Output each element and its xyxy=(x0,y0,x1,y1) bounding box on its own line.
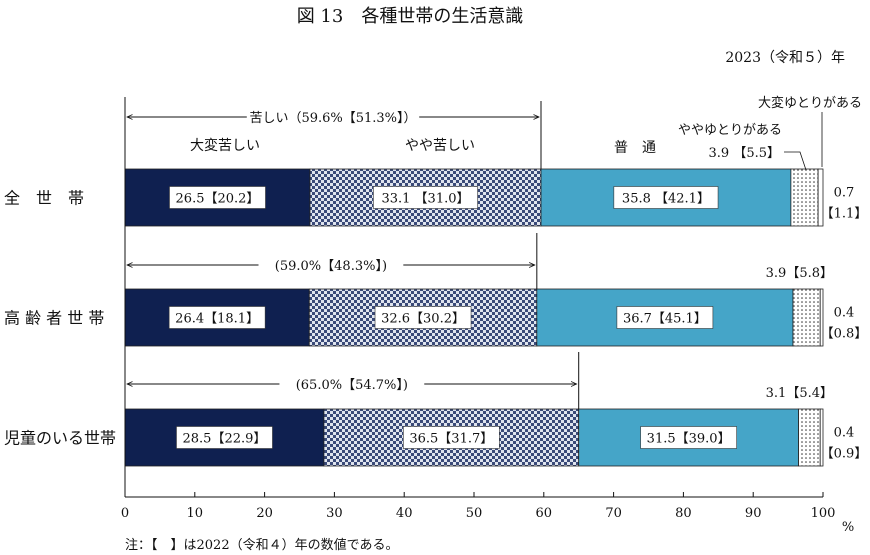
x-tick-label: 0 xyxy=(121,506,129,521)
data-label-box xyxy=(640,426,737,449)
hardship-total-label: (65.0%【54.7%】) xyxy=(296,378,408,393)
x-tick-label: 10 xyxy=(187,506,204,521)
footnote: 注：【 】は2022（令和４）年の数値である。 xyxy=(125,537,398,553)
series-label: 大変苦しい xyxy=(190,137,260,154)
category-label: 高 齢 者 世 帯 xyxy=(4,309,104,328)
data-label: 【0.9】 xyxy=(821,447,868,462)
x-tick-label: 60 xyxy=(536,506,553,521)
data-label: 3.9【5.8】 xyxy=(766,266,833,281)
data-label: 26.5【20.2】 xyxy=(176,192,260,207)
series-label: 大変ゆとりがある xyxy=(758,95,862,111)
x-tick-label: 90 xyxy=(745,506,762,521)
x-axis: 0 10 20 30 40 50 60 70 80 90 100% xyxy=(121,97,854,535)
hardship-total-label: 苦しい（59.6%【51.3%】） xyxy=(249,110,416,126)
data-label-box xyxy=(176,426,273,449)
data-label: 0.4 xyxy=(834,306,855,321)
bar-segment xyxy=(817,168,824,227)
data-label-box xyxy=(374,306,472,329)
data-label: 31.5【39.0】 xyxy=(647,432,731,447)
bar-segment xyxy=(819,408,824,467)
data-label-box xyxy=(373,186,478,209)
bar-segment xyxy=(792,288,821,347)
bar-segment xyxy=(819,288,824,347)
data-label-box xyxy=(613,186,719,209)
category-label: 児童のいる世帯 xyxy=(4,429,116,448)
data-label-box xyxy=(168,306,266,329)
x-tick-label: 20 xyxy=(256,506,273,521)
x-tick-label: 100 xyxy=(811,506,836,521)
data-label-box xyxy=(169,186,266,209)
data-label: 【0.8】 xyxy=(821,327,868,342)
x-tick-label: 30 xyxy=(326,506,343,521)
series-label: ややゆとりがある xyxy=(678,123,782,138)
series-label: 普 通 xyxy=(614,140,656,156)
x-tick-label: 40 xyxy=(396,506,413,521)
data-label: 0.7 xyxy=(834,186,855,201)
series-label: やや苦しい xyxy=(405,138,475,154)
x-tick-label: 70 xyxy=(605,506,622,521)
data-label: 36.7【45.1】 xyxy=(623,312,707,327)
data-label: 36.5【31.7】 xyxy=(409,432,493,447)
leader-line xyxy=(784,151,807,171)
x-unit-label: % xyxy=(842,520,854,535)
data-label: 【1.1】 xyxy=(821,207,868,222)
x-tick-label: 80 xyxy=(675,506,692,521)
category-label: 全 世 帯 xyxy=(4,189,84,208)
data-label-box xyxy=(616,306,714,329)
chart-title: 図 13 各種世帯の生活意識 xyxy=(297,6,524,27)
bar-segment xyxy=(790,168,819,227)
hardship-total-label: (59.0%【48.3%】) xyxy=(275,259,387,274)
data-label: 35.8 【42.1】 xyxy=(622,192,710,207)
data-label: 3.9 【5.5】 xyxy=(709,146,780,161)
data-label: 28.5【22.9】 xyxy=(183,432,267,447)
data-label: 32.6【30.2】 xyxy=(381,312,465,327)
bar-segment xyxy=(798,408,821,467)
data-label-box xyxy=(403,426,500,449)
data-label: 26.4【18.1】 xyxy=(175,312,259,327)
year-label: 2023（令和５）年 xyxy=(725,50,845,66)
data-label: 0.4 xyxy=(834,426,855,441)
data-label: 33.1 【31.0】 xyxy=(381,192,469,207)
data-label: 3.1【5.4】 xyxy=(766,386,833,401)
x-tick-label: 50 xyxy=(466,506,483,521)
